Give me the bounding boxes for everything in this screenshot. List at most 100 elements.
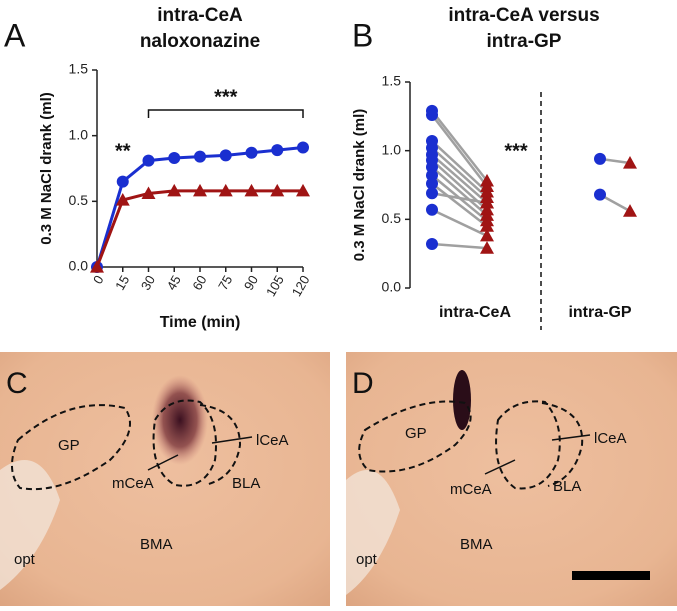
pair-line	[431, 208, 488, 237]
marker	[244, 183, 259, 197]
x-tick-label: 60	[189, 273, 209, 293]
x-tick-label: 105	[263, 273, 287, 299]
x-tick-label: 75	[215, 273, 235, 293]
chart-title: intra-CeA	[157, 5, 243, 26]
white-matter	[0, 460, 60, 590]
marker-before	[426, 238, 438, 251]
marker	[115, 193, 130, 206]
pair-line	[431, 166, 488, 217]
outline-lcea	[199, 404, 242, 486]
marker-before	[426, 169, 438, 182]
region-label: mCeA	[112, 475, 154, 492]
pair-line	[431, 153, 488, 204]
bracket	[147, 109, 304, 118]
marker-after	[480, 195, 494, 209]
region-label: lCeA	[594, 430, 627, 447]
marker	[142, 154, 155, 167]
scale-bar	[572, 571, 650, 580]
pair-line	[431, 146, 488, 199]
pair-line	[431, 110, 488, 182]
y-axis-label: 0.3 M NaCl drank (ml)	[351, 109, 368, 262]
x-category-label: intra-CeA	[439, 304, 511, 321]
outline-cea	[495, 400, 561, 490]
x-tick-label: 30	[138, 273, 158, 293]
region-label: lCeA	[256, 432, 289, 449]
y-tick-label: 0.0	[69, 258, 89, 274]
x-tick-label: 15	[112, 273, 132, 293]
y-tick-label: 1.5	[69, 61, 89, 77]
injection-site	[453, 370, 471, 430]
y-tick-label: 1.0	[382, 141, 402, 157]
marker-before	[594, 188, 606, 201]
panel-label: D	[352, 367, 374, 400]
region-label: opt	[356, 551, 378, 568]
white-matter	[346, 470, 400, 595]
outline-cea	[152, 399, 217, 487]
panel-label: A	[4, 17, 26, 53]
panel-label: B	[352, 17, 373, 53]
marker	[271, 144, 284, 157]
marker-after	[480, 241, 494, 254]
photo-c: C GP mCeA lCeA BLA BMA opt	[0, 352, 330, 606]
marker	[297, 141, 309, 154]
region-label: GP	[58, 437, 80, 454]
region-label: BLA	[553, 478, 581, 495]
pair-line	[431, 192, 488, 205]
x-category-label: intra-GP	[568, 304, 631, 321]
marker-before	[426, 161, 438, 174]
x-tick-label: 45	[164, 273, 184, 293]
pointer	[147, 454, 179, 471]
region-label: opt	[14, 551, 36, 568]
marker	[218, 183, 233, 197]
marker	[116, 175, 129, 188]
x-tick-label: 90	[241, 273, 261, 293]
marker-after	[480, 219, 494, 232]
region-label: BMA	[140, 536, 173, 553]
outline-gp	[358, 400, 472, 473]
chart-title: naloxonazine	[140, 31, 260, 52]
annotation: ***	[504, 140, 528, 162]
marker	[194, 150, 206, 163]
pair-line	[431, 140, 488, 193]
outline-gp	[11, 404, 131, 491]
marker	[219, 149, 232, 162]
y-axis-label: 0.3 M NaCl drank (ml)	[38, 92, 55, 245]
region-label: mCeA	[450, 481, 492, 498]
marker-before	[594, 152, 606, 165]
marker	[90, 260, 104, 273]
series-line	[95, 189, 303, 268]
marker	[296, 183, 310, 197]
marker-before	[426, 203, 438, 216]
marker-before	[426, 187, 438, 200]
outline-lcea	[541, 402, 584, 487]
chart-title: intra-GP	[487, 31, 562, 52]
tissue	[346, 352, 677, 606]
marker	[245, 146, 258, 159]
pair-line	[431, 242, 488, 250]
marker-after	[623, 204, 637, 217]
pair-line	[431, 114, 488, 188]
y-tick-label: 1.5	[382, 73, 402, 89]
pointer	[211, 436, 253, 444]
region-label: BLA	[232, 475, 260, 492]
x-tick-label: 0	[90, 273, 107, 287]
x-tick-label: 120	[289, 273, 313, 299]
marker-after	[480, 228, 494, 242]
marker	[167, 183, 182, 197]
marker	[270, 183, 285, 197]
y-tick-label: 1.0	[69, 126, 89, 142]
photo-d: D GP mCeA lCeA BLA BMA opt	[346, 352, 677, 606]
chart-title: intra-CeA versus	[448, 5, 599, 26]
series-line	[95, 145, 304, 268]
region-label: BMA	[460, 536, 493, 553]
marker	[141, 186, 156, 200]
pointer	[484, 459, 516, 475]
marker-before	[426, 177, 438, 190]
annotation: ***	[214, 86, 238, 108]
marker-after	[623, 156, 637, 169]
marker	[193, 183, 207, 197]
x-axis-label: Time (min)	[160, 314, 241, 331]
marker-before	[426, 108, 438, 121]
injection-site	[152, 375, 208, 465]
